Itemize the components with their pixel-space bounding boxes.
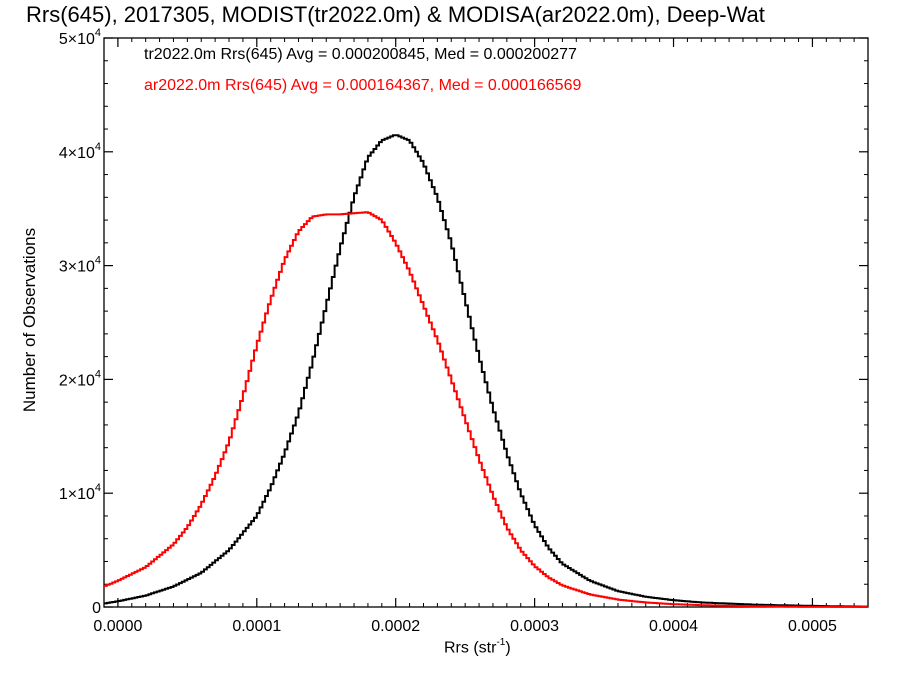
stats-line-ar: ar2022.0m Rrs(645) Avg = 0.000164367, Me… (144, 77, 582, 94)
y-axis-label: Number of Observations (20, 227, 39, 413)
chart-title: Rrs(645), 2017305, MODIST(tr2022.0m) & M… (26, 2, 765, 27)
y-tick-label: 4×104 (59, 141, 101, 162)
stats-line-tr: tr2022.0m Rrs(645) Avg = 0.000200845, Me… (144, 46, 577, 63)
series-line-1 (104, 211, 868, 608)
y-tick-label: 0 (92, 600, 101, 617)
x-tick-label: 0.0004 (649, 618, 698, 635)
y-tick-label: 1×104 (59, 482, 101, 503)
series-line-0 (104, 134, 868, 608)
x-tick-label: 0.0002 (371, 618, 420, 635)
plot-frame (103, 37, 869, 608)
x-axis-label: Rrs (str-1) (444, 637, 511, 657)
y-tick-label: 3×104 (59, 255, 101, 276)
x-tick-label: 0.0001 (232, 618, 281, 635)
x-tick-label: 0.0000 (93, 618, 142, 635)
x-tick-label: 0.0005 (788, 618, 837, 635)
y-tick-label: 5×104 (59, 27, 101, 48)
y-tick-label: 2×104 (59, 368, 101, 389)
x-tick-label: 0.0003 (510, 618, 559, 635)
